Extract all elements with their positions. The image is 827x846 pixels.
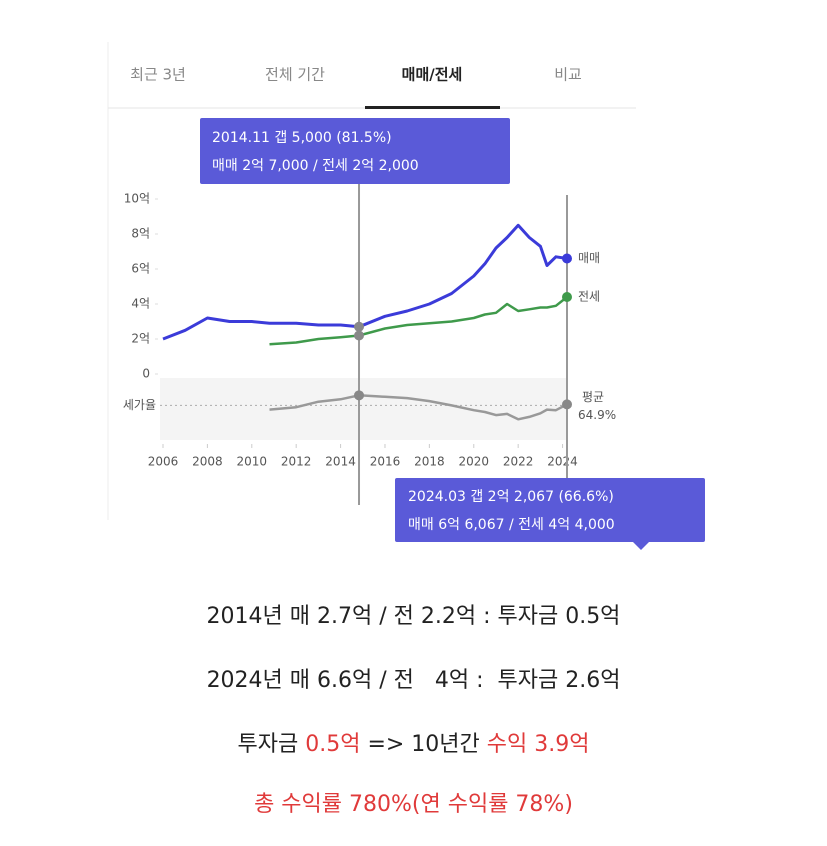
point	[562, 292, 572, 302]
tooltip: 2014.11 갭 5,000 (81.5%) 매매 2억 7,000 / 전세…	[200, 118, 510, 184]
card	[108, 42, 636, 522]
x-tick-label: 2006	[148, 455, 179, 469]
y-tick-label: 10억	[124, 192, 150, 206]
y-tick-label: 0	[142, 367, 150, 381]
text: => 10년간	[360, 732, 487, 757]
series-line	[269, 394, 568, 421]
average-name: 평균	[582, 390, 604, 404]
point	[354, 330, 365, 341]
x-tick-label: 2018	[414, 455, 445, 469]
series-label: 매매	[578, 251, 600, 265]
tooltip-line: 매매 2억 7,000 / 전세 2억 2,000	[212, 158, 419, 174]
y-tick-label: 2억	[131, 332, 150, 346]
x-tick-label: 2008	[192, 455, 223, 469]
tooltip-line: 2014.11 갭 5,000 (81.5%)	[212, 130, 392, 146]
tab[interactable]: 최근 3년	[130, 66, 186, 84]
text: 투자금	[237, 732, 306, 757]
highlight: 0.5억	[305, 732, 361, 757]
series-line	[162, 223, 568, 341]
highlight: 수익 3.9억	[486, 732, 590, 757]
y-tick-label: 8억	[131, 227, 150, 241]
x-tick-label: 2016	[370, 455, 401, 469]
point	[562, 399, 572, 410]
tab-active[interactable]: 매매/전세	[402, 66, 463, 84]
tooltip-line: 2024.03 갭 2억 2,067 (66.6%)	[408, 489, 614, 505]
summary-line: 투자금 0.5억 => 10년간 수익 3.9억	[0, 726, 827, 758]
ratio-panel	[160, 378, 567, 440]
series-line	[269, 296, 568, 346]
point	[354, 390, 365, 401]
average-label: 64.9%	[578, 408, 616, 422]
point	[354, 321, 365, 332]
tooltip-box	[395, 478, 705, 542]
x-tick-label: 2022	[503, 455, 534, 469]
x-tick-label: 2024	[547, 455, 578, 469]
summary-line: 2014년 매 2.7억 / 전 2.2억 : 투자금 0.5억	[206, 604, 621, 629]
plot: 0 2억 4억 6억 8억 10억 2006 2008 2010 2012 2014 2016 2018…	[123, 184, 616, 505]
y-tick-label: 6억	[131, 262, 150, 276]
series-label: 전세	[578, 290, 600, 304]
tooltip: 2024.03 갭 2억 2,067 (66.6%) 매매 6억 6,067 /…	[395, 478, 705, 550]
summary-line: 2024년 매 6.6억 / 전 4억 : 투자금 2.6억	[206, 668, 621, 693]
tooltip-box	[200, 118, 510, 184]
x-tick-label: 2020	[458, 455, 489, 469]
x-tick-label: 2010	[237, 455, 268, 469]
x-tick-label: 2014	[325, 455, 356, 469]
y-tick-label: 4억	[131, 297, 150, 311]
tab[interactable]: 비교	[554, 66, 582, 84]
tab[interactable]: 전체 기간	[265, 66, 325, 84]
tab-underline	[365, 106, 500, 109]
point	[562, 253, 572, 264]
series-label: 세가율	[123, 398, 156, 412]
tooltip-line: 매매 6억 6,067 / 전세 4억 4,000	[408, 517, 615, 533]
summary-line: 총 수익률 780%(연 수익률 78%)	[254, 792, 573, 817]
tooltip-pointer	[633, 542, 649, 550]
x-tick-label: 2012	[281, 455, 312, 469]
